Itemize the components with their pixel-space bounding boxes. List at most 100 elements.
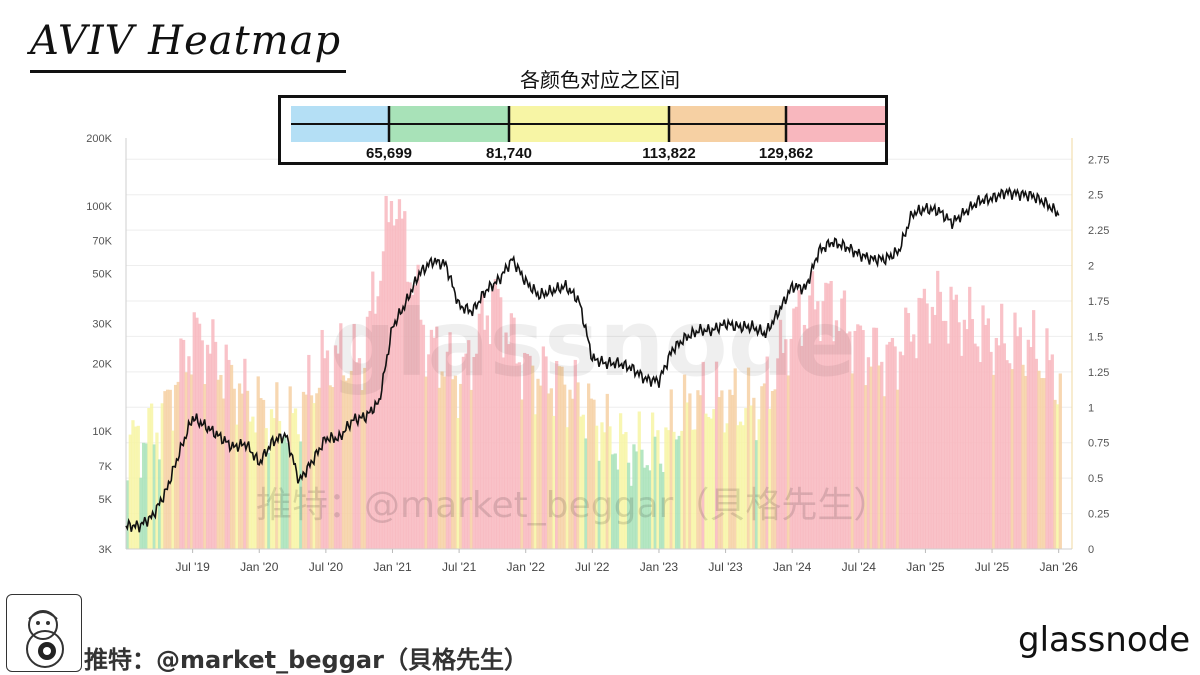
aviv-bar [616,469,620,549]
aviv-bar [917,297,921,549]
aviv-bar [373,313,378,549]
aviv-bar [840,298,844,549]
aviv-bar [1056,404,1060,549]
aviv-bar [618,413,623,549]
aviv-bar [528,355,532,549]
aviv-bar [605,393,609,549]
aviv-bar [589,398,593,549]
aviv-bar [147,407,151,549]
aviv-bar [520,399,524,549]
aviv-bar [965,329,969,549]
aviv-bar [301,391,306,549]
aviv-bar [626,462,631,549]
aviv-bar [810,271,815,549]
aviv-bar [837,331,841,549]
aviv-bar [269,409,274,549]
aviv-bar [752,397,756,549]
aviv-bar [1008,363,1012,549]
aviv-bar [315,393,319,549]
aviv-bar [131,420,135,549]
aviv-bar [738,421,743,549]
aviv-bar [930,306,935,549]
aviv-bar [722,432,727,549]
y-right-tick-label: 2 [1088,261,1094,273]
aviv-bar [848,331,852,549]
aviv-bar [307,354,311,549]
aviv-bar [133,426,138,549]
aviv-bar [259,398,263,549]
aviv-bar [187,356,191,549]
aviv-bar [232,388,236,549]
aviv-bar [435,326,439,549]
aviv-bar [1042,378,1046,549]
aviv-bar [632,444,636,549]
aviv-bar [602,432,607,549]
aviv-bar [557,366,561,549]
y-right-tick-label: 1 [1088,402,1094,414]
aviv-bar [669,389,673,549]
aviv-bar [682,374,687,549]
aviv-bar [600,422,604,549]
aviv-bar [984,324,988,549]
aviv-bar [357,358,362,549]
aviv-bar [349,370,354,549]
aviv-bar [821,301,825,549]
aviv-bar [797,290,801,549]
aviv-bar [144,443,148,549]
avatar-mascot-icon [26,610,64,668]
y-left-tick-label: 30K [92,319,112,331]
x-tick-label: Jan '23 [640,560,679,574]
aviv-bar [1029,347,1033,549]
aviv-bar [501,357,505,549]
aviv-bar [333,345,338,549]
aviv-bar [235,424,239,549]
aviv-bar [1000,303,1004,549]
aviv-bar [650,412,655,549]
aviv-bar [794,306,799,549]
aviv-bar [842,290,847,549]
aviv-bar [560,366,564,549]
aviv-bar [698,395,703,549]
aviv-bar [587,383,591,549]
aviv-bar [126,480,130,549]
aviv-bar [272,418,276,549]
x-tick-label: Jul '21 [442,560,477,574]
aviv-bar [291,413,295,549]
aviv-bar [749,405,753,549]
aviv-bar [1040,378,1044,549]
y-left-tick-label: 5K [99,494,113,506]
aviv-bar [285,443,290,549]
aviv-bar [744,408,748,549]
aviv-bar [736,425,740,549]
aviv-bar [277,420,282,549]
aviv-bar [997,345,1001,549]
aviv-bar [381,251,386,549]
aviv-bar [936,270,940,549]
aviv-bar [512,317,516,549]
aviv-bar [658,463,663,549]
aviv-bar [472,356,476,549]
aviv-bar [136,425,140,549]
aviv-bar [893,346,897,549]
aviv-bar [208,353,212,549]
aviv-bar [264,428,268,549]
aviv-bar [816,301,820,549]
aviv-bar [176,381,180,549]
aviv-bar [813,309,817,549]
y-right-tick-label: 2.5 [1088,190,1103,202]
aviv-bar [741,425,745,549]
aviv-bar [275,382,279,549]
aviv-bar [397,199,402,549]
aviv-bar [829,280,833,549]
aviv-bar [141,442,146,549]
aviv-bar [696,390,700,549]
aviv-bar [480,294,484,549]
aviv-bar [661,472,665,549]
aviv-bar [165,389,170,549]
aviv-bar [427,354,431,549]
y-right-tick-label: 0.5 [1088,473,1103,485]
aviv-bar [880,361,884,549]
aviv-bar [592,399,596,549]
y-left-tick-label: 7K [99,461,113,473]
